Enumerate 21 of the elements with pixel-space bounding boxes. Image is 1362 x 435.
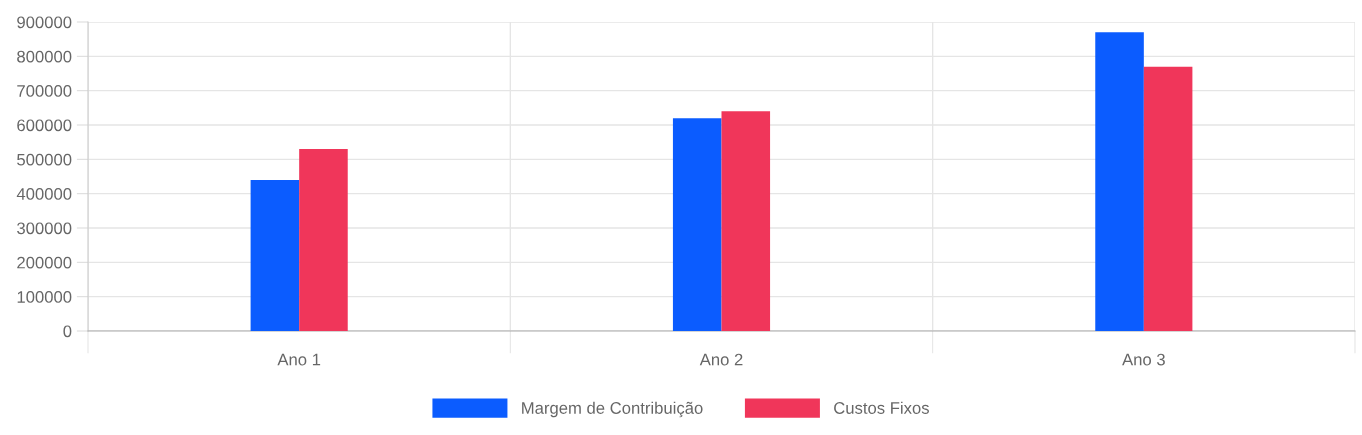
bar: [672, 118, 722, 331]
y-tick-label: 0: [63, 325, 72, 338]
bar: [299, 149, 348, 331]
y-tick-label: 800000: [17, 50, 72, 63]
y-tick-label: 200000: [17, 256, 72, 269]
y-tick-label: 700000: [17, 85, 72, 97]
y-tick-label: 400000: [16, 188, 72, 200]
bar: [1143, 66, 1193, 331]
y-tick-label: 100000: [17, 291, 72, 303]
bar: [1095, 32, 1144, 331]
y-tick-label: 900000: [17, 16, 72, 29]
y-tick-label: 500000: [17, 153, 72, 166]
y-tick-label: 300000: [17, 222, 72, 235]
x-tick-label: Ano 2: [699, 353, 743, 366]
y-tick-label: 600000: [17, 119, 72, 132]
x-tick-label: Ano 3: [1122, 353, 1165, 366]
legend-label: Custos Fixos: [834, 401, 929, 414]
bar: [721, 111, 771, 331]
x-tick-label: Ano 1: [277, 353, 321, 366]
bar: [250, 179, 300, 331]
legend-label: Margem de Contribuição: [522, 401, 703, 418]
